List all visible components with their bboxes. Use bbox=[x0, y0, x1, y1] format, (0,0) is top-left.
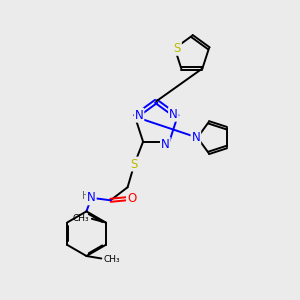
Text: N: N bbox=[169, 108, 178, 121]
Text: O: O bbox=[127, 192, 136, 205]
Text: CH₃: CH₃ bbox=[104, 255, 120, 264]
Text: H: H bbox=[82, 191, 90, 201]
Text: CH₃: CH₃ bbox=[73, 214, 89, 223]
Text: N: N bbox=[161, 138, 170, 151]
Text: N: N bbox=[135, 109, 143, 122]
Text: S: S bbox=[173, 42, 181, 55]
Text: S: S bbox=[131, 158, 138, 170]
Text: N: N bbox=[191, 131, 200, 144]
Text: N: N bbox=[87, 191, 96, 204]
